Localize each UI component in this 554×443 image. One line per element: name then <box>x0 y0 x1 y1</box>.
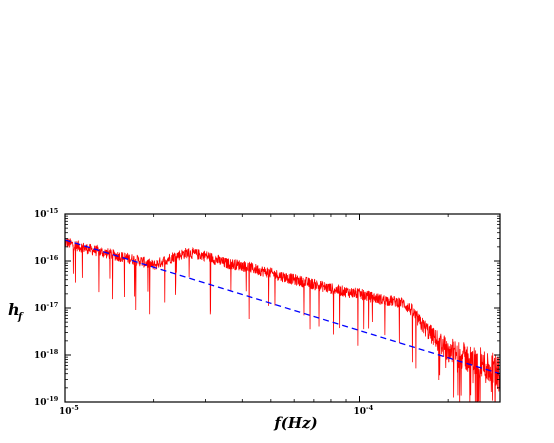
y-axis-title-main: h <box>8 300 20 319</box>
y-axis-title: h f <box>8 300 24 323</box>
y-tick-label: 10-16 <box>34 254 59 267</box>
x-tick-label: 10-4 <box>353 404 373 417</box>
plot-frame <box>64 213 501 403</box>
y-tick-label: 10-18 <box>34 348 59 361</box>
plot-background <box>65 214 500 402</box>
y-tick-label: 10-19 <box>34 395 59 408</box>
series-fit-line <box>65 239 500 375</box>
series-spectrum-line <box>65 238 500 402</box>
series-layer <box>65 238 500 402</box>
y-tick-label: 10-17 <box>34 301 58 314</box>
y-tick-label: 10-15 <box>34 207 59 220</box>
x-tick-label: 10-5 <box>59 404 79 417</box>
y-axis-title-sub: f <box>17 312 24 323</box>
x-axis-title: f(Hz) <box>273 414 317 432</box>
